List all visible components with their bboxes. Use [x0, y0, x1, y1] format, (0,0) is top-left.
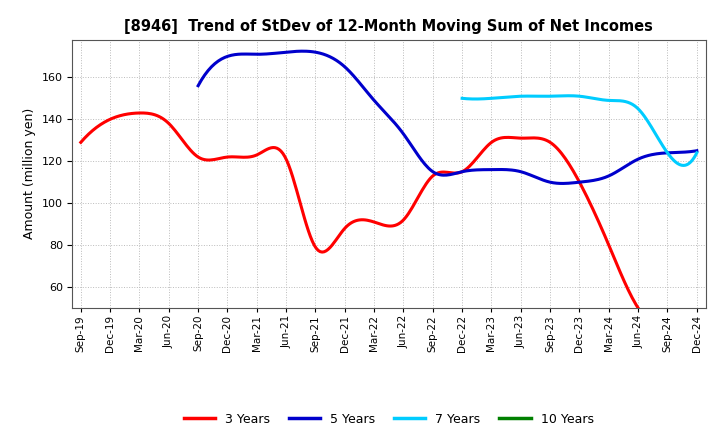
Y-axis label: Amount (million yen): Amount (million yen) — [23, 108, 36, 239]
Title: [8946]  Trend of StDev of 12-Month Moving Sum of Net Incomes: [8946] Trend of StDev of 12-Month Moving… — [125, 19, 653, 34]
Legend: 3 Years, 5 Years, 7 Years, 10 Years: 3 Years, 5 Years, 7 Years, 10 Years — [179, 407, 598, 431]
